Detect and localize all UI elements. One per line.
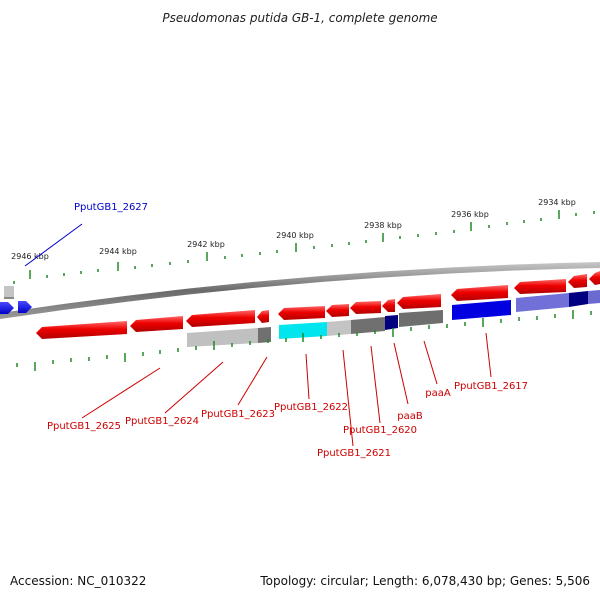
scale-ticks-lower — [16, 310, 592, 371]
gene-label-pputgb1-2625[interactable]: PputGB1_2625 — [47, 421, 121, 432]
genome-backbone — [0, 262, 600, 319]
scale-label-2934: 2934 kbp — [538, 198, 576, 207]
feature-gray-3[interactable] — [351, 317, 385, 334]
scale-label-2938: 2938 kbp — [364, 221, 402, 230]
scale-labels: 2946 kbp 2944 kbp 2942 kbp 2940 kbp 2938… — [11, 198, 576, 261]
scale-label-2946: 2946 kbp — [11, 252, 49, 261]
leader-line-paaa — [423, 340, 438, 385]
label-leader-lines — [24, 223, 492, 447]
accession-text: Accession: NC_010322 — [10, 574, 147, 588]
feature-navy[interactable] — [385, 315, 398, 330]
feature-gray-2[interactable] — [327, 320, 351, 336]
feature-gray-1[interactable] — [187, 328, 258, 347]
feature-gray-4[interactable] — [399, 310, 443, 327]
gene-blue-small-2[interactable] — [18, 301, 32, 313]
gene-red-lower-3[interactable] — [186, 310, 255, 327]
small-gray-gene[interactable] — [4, 286, 14, 297]
leader-line-2620 — [370, 345, 381, 424]
gene-red-upper-4[interactable] — [382, 299, 395, 312]
gene-label-pputgb1-2617[interactable]: PputGB1_2617 — [454, 381, 528, 392]
map-title: Pseudomonas putida GB-1, complete genome — [162, 11, 437, 25]
gene-red-upper-1[interactable] — [278, 306, 325, 320]
gene-label-pputgb1-2624[interactable]: PputGB1_2624 — [125, 416, 199, 427]
gene-label-pputgb1-2621[interactable]: PputGB1_2621 — [317, 448, 391, 459]
gene-red-upper-8[interactable] — [568, 274, 587, 288]
feature-blue-2[interactable] — [516, 293, 569, 312]
leader-line-2625 — [81, 367, 161, 419]
scale-label-2942: 2942 kbp — [187, 240, 225, 249]
leader-line-2621 — [342, 349, 354, 447]
small-gray-gene-2[interactable] — [4, 297, 14, 299]
scale-label-2940: 2940 kbp — [276, 231, 314, 240]
feature-navy-2[interactable] — [569, 291, 588, 307]
gene-red-upper-2[interactable] — [326, 304, 349, 317]
leader-line-2617 — [485, 332, 492, 378]
gene-red-upper-3[interactable] — [350, 301, 381, 314]
feature-track — [187, 290, 600, 347]
gene-red-upper-7[interactable] — [514, 279, 566, 294]
gene-red-upper-9[interactable] — [589, 271, 600, 285]
upper-gene-track — [278, 271, 600, 320]
leader-line-2622 — [305, 353, 310, 400]
feature-cyan[interactable] — [279, 322, 327, 339]
gene-blue-small-1[interactable] — [0, 302, 14, 314]
scale-label-2944: 2944 kbp — [99, 247, 137, 256]
gene-label-pputgb1-2623[interactable]: PputGB1_2623 — [201, 409, 275, 420]
topology-text: Topology: circular; Length: 6,078,430 bp… — [260, 574, 590, 588]
gene-red-lower-1[interactable] — [36, 321, 127, 339]
scale-ticks-upper — [13, 210, 595, 284]
gene-label-pputgb1-2627[interactable]: PputGB1_2627 — [74, 202, 148, 213]
gene-labels: PputGB1_2627 PputGB1_2625 PputGB1_2624 P… — [47, 202, 528, 459]
leader-line-2624 — [164, 361, 224, 414]
gene-label-pputgb1-2620[interactable]: PputGB1_2620 — [343, 425, 417, 436]
gene-label-pputgb1-2622[interactable]: PputGB1_2622 — [274, 402, 348, 413]
lower-gene-track — [36, 310, 269, 339]
leader-line-2623 — [237, 356, 268, 406]
feature-blue-1[interactable] — [452, 300, 511, 320]
feature-blue-3[interactable] — [588, 290, 600, 304]
scale-label-2936: 2936 kbp — [451, 210, 489, 219]
gene-red-upper-6[interactable] — [451, 285, 508, 301]
gene-red-lower-2[interactable] — [130, 316, 183, 332]
feature-gray-1-dark[interactable] — [258, 327, 271, 343]
gene-label-paaa[interactable]: paaA — [425, 388, 451, 399]
leader-line-2627 — [24, 223, 83, 267]
gene-red-lower-4[interactable] — [257, 310, 269, 323]
leader-line-paab — [393, 342, 409, 405]
gene-label-paab[interactable]: paaB — [397, 411, 423, 422]
gene-red-upper-5[interactable] — [397, 294, 441, 309]
